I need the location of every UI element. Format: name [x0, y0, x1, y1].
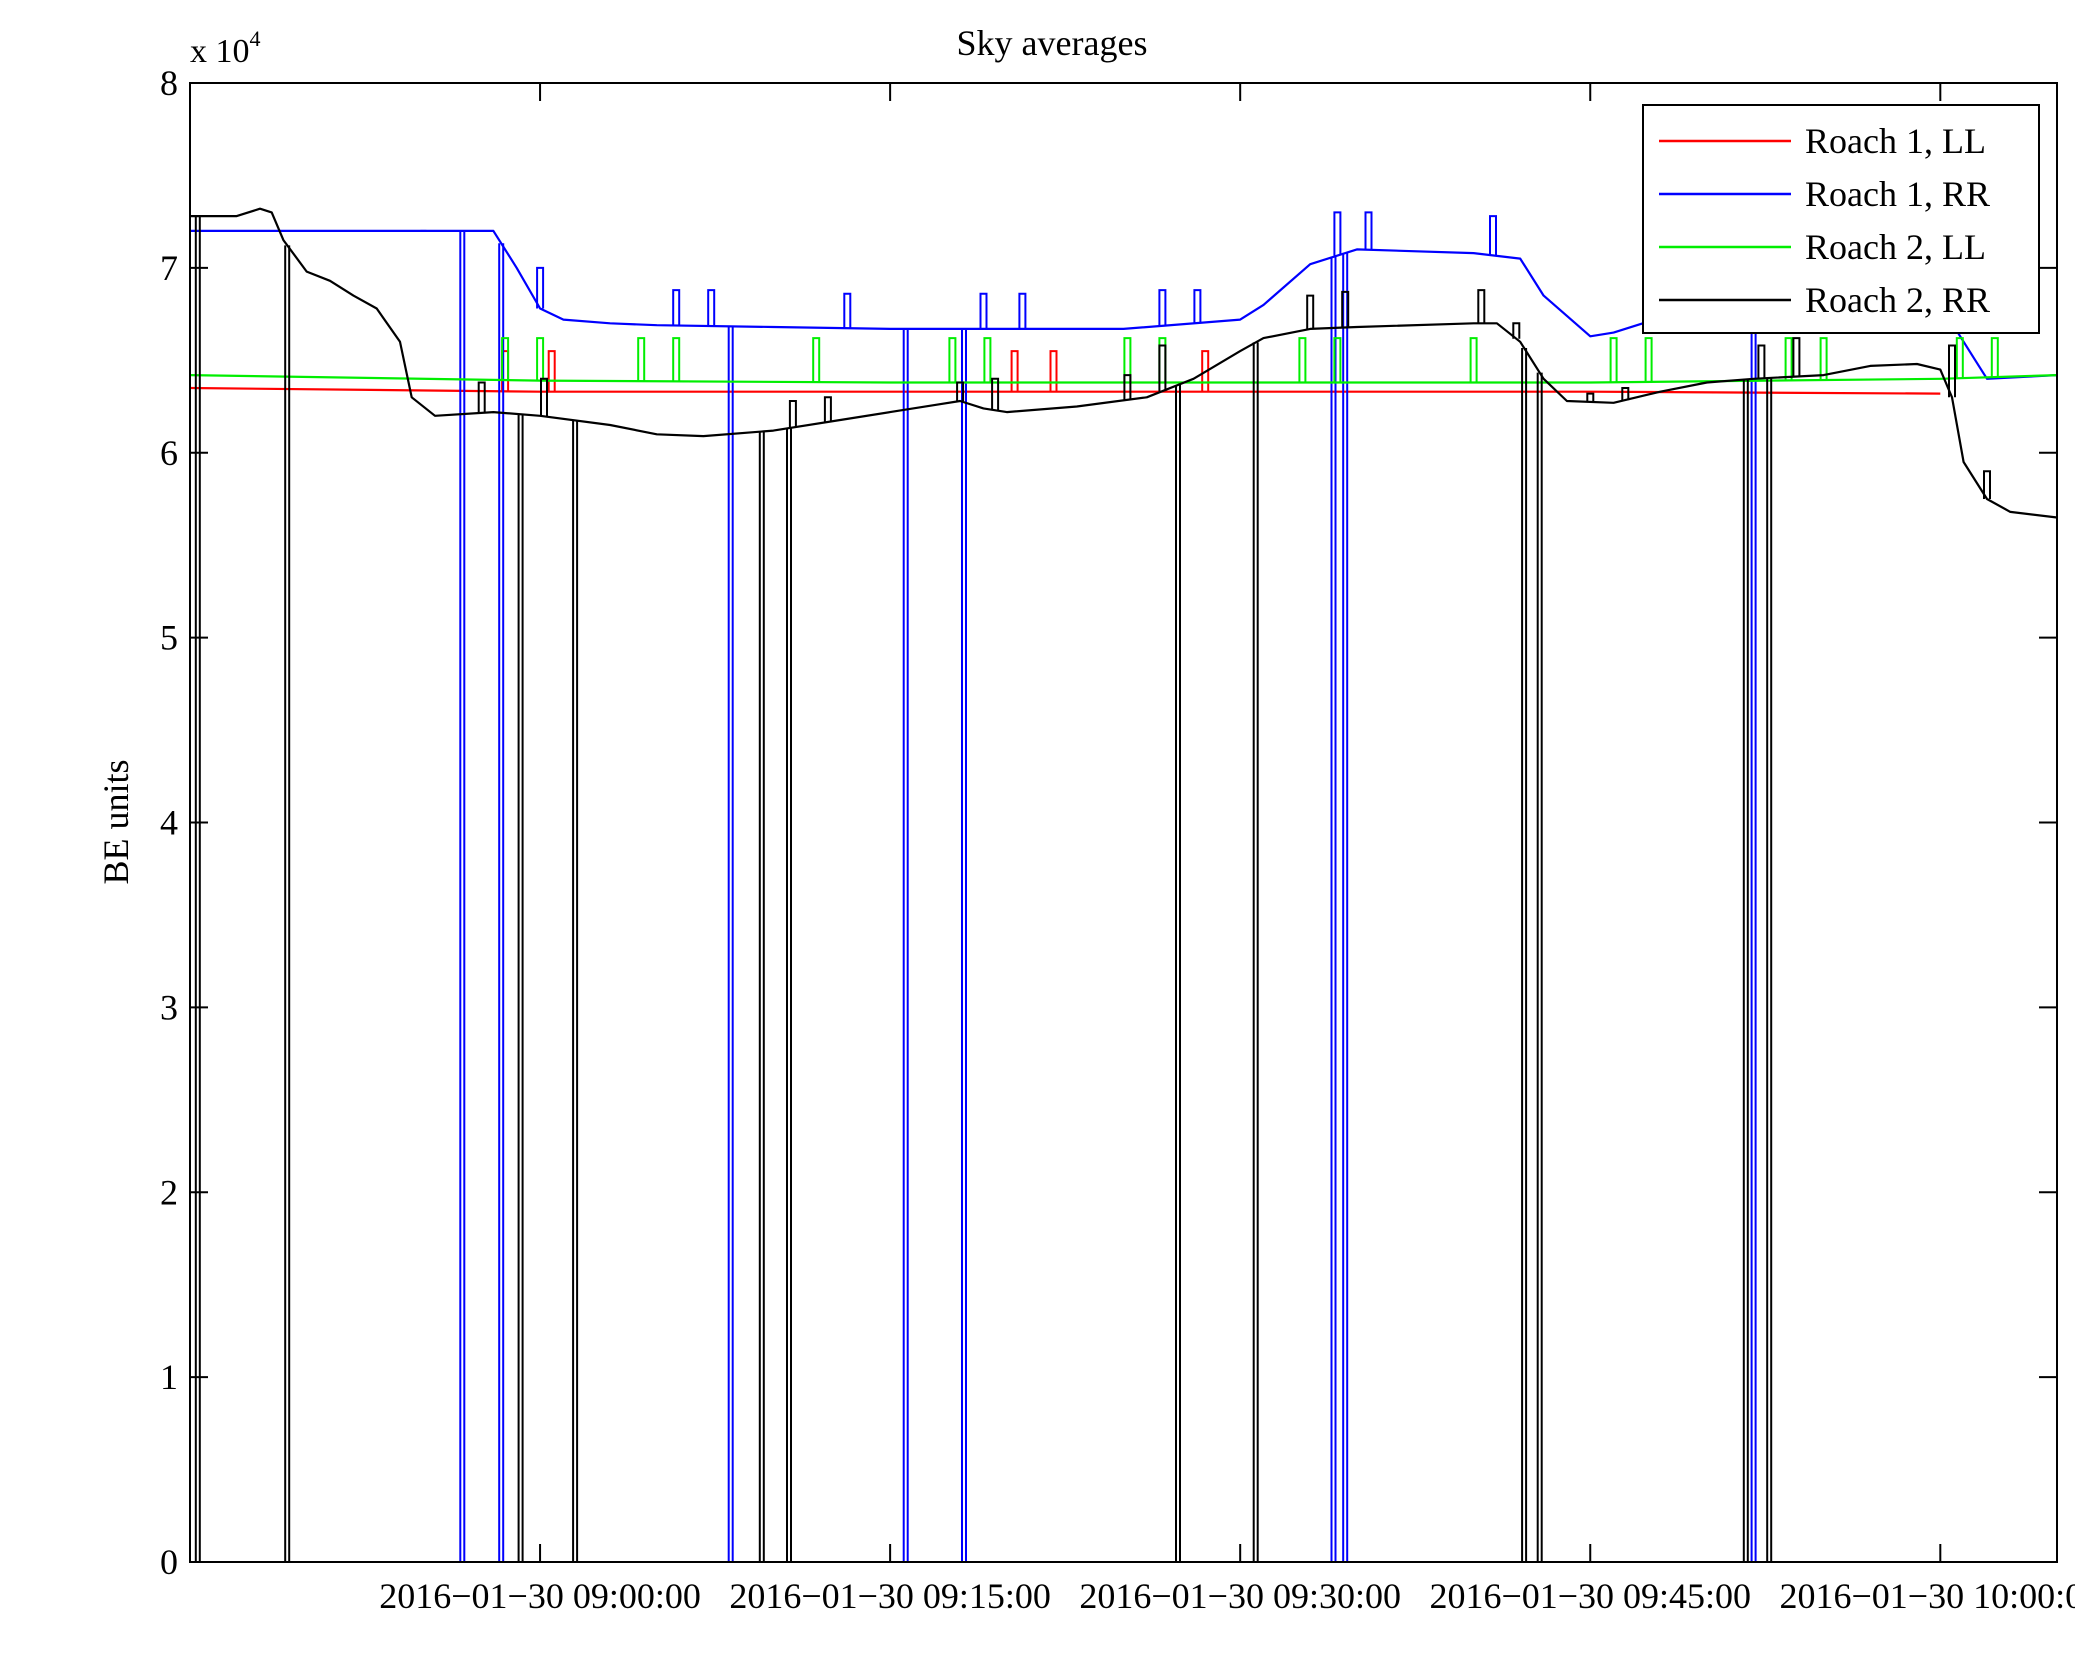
legend-label-roach-2-ll: Roach 2, LL [1805, 227, 1986, 267]
series-spike-roach-2-rr [1586, 392, 1595, 402]
series-spike-roach-1-ll [1201, 350, 1210, 392]
series-spike-roach-2-ll [1990, 337, 1999, 378]
series-spike-roach-2-ll [1123, 337, 1132, 383]
legend-label-roach-1-ll: Roach 1, LL [1805, 121, 1986, 161]
x-tick-label: 2016−01−30 09:15:00 [729, 1576, 1051, 1616]
series-spike-roach-2-rr [477, 381, 486, 413]
series-spike-roach-2-rr [1123, 374, 1132, 400]
y-tick-label: 1 [160, 1357, 178, 1397]
series-spike-roach-2-rr [540, 377, 548, 417]
legend-label-roach-1-rr: Roach 1, RR [1805, 174, 1990, 214]
x-tick-label: 2016−01−30 09:45:00 [1429, 1576, 1751, 1616]
series-spike-roach-1-rr [1193, 289, 1202, 323]
axes-layer: 0 1 2 3 4 5 6 7 8 2016−01−30 09:00:00 2016−01−30 0… [160, 63, 2075, 1616]
series-spike-roach-2-rr [1948, 344, 1956, 398]
series-spike-roach-1-rr [707, 289, 716, 326]
series-line-roach-2-rr [190, 207, 2058, 519]
series-spike-roach-1-rr [672, 289, 681, 326]
series-roach-1-ll [189, 350, 1941, 395]
series-spike-roach-1-rr [1489, 215, 1497, 256]
series-spike-roach-1-rr [843, 292, 852, 329]
series-spike-roach-2-ll [637, 337, 646, 382]
y-axis-multiplier-exponent: 4 [250, 26, 261, 51]
series-spike-roach-2-rr [1512, 322, 1521, 339]
x-tick-label: 2016−01−30 09:00:00 [379, 1576, 701, 1616]
y-tick-label: 2 [160, 1172, 178, 1212]
series-spike-roach-1-ll [547, 350, 556, 392]
chart-title: Sky averages [957, 23, 1148, 63]
series-spike-roach-1-rr [1333, 211, 1342, 256]
series-spike-roach-2-ll [983, 337, 992, 383]
series-spike-roach-2-rr [1341, 290, 1350, 328]
series-spike-roach-2-rr [956, 381, 965, 401]
series-spike-roach-2-ll [1333, 337, 1342, 383]
legend: Roach 1, LL Roach 1, RR Roach 2, LL Roach 2… [1642, 104, 2040, 334]
series-spike-roach-2-rr [1158, 344, 1167, 392]
series-spike-roach-2-ll [1609, 337, 1618, 383]
series-spike-roach-1-ll [1010, 350, 1019, 392]
series-spike-roach-1-ll [1049, 350, 1058, 392]
series-spike-roach-2-ll [812, 337, 821, 383]
series-spike-roach-2-ll [672, 337, 681, 382]
series-spike-roach-1-rr [1018, 292, 1027, 329]
y-tick-label: 7 [160, 248, 178, 288]
y-axis-multiplier: x 104 [190, 26, 261, 70]
series-spike-roach-2-ll [1469, 337, 1478, 383]
legend-box [1642, 104, 2040, 334]
y-axis-label: BE units [96, 759, 136, 884]
series-spike-roach-1-rr [979, 292, 988, 329]
series-spike-roach-2-rr [823, 396, 832, 422]
y-tick-label: 3 [160, 987, 178, 1027]
x-tick-label: 2016−01−30 09:30:00 [1079, 1576, 1401, 1616]
series-spike-roach-1-rr [1364, 211, 1373, 250]
y-tick-label: 6 [160, 433, 178, 473]
y-tick-label: 8 [160, 63, 178, 103]
series-spike-roach-2-rr [1621, 387, 1630, 401]
series-spike-roach-1-rr [536, 266, 545, 309]
y-tick-label: 4 [160, 803, 178, 843]
series-spike-roach-2-rr [1306, 294, 1315, 329]
series-spike-roach-2-ll [1298, 337, 1307, 383]
series-spike-roach-2-ll [501, 337, 510, 381]
series-spike-roach-2-ll [536, 337, 545, 381]
series-spike-roach-2-rr [1792, 337, 1801, 377]
series-spike-roach-2-rr [1757, 344, 1766, 379]
series-spike-roach-2-rr [991, 377, 1000, 411]
x-tick-label: 2016−01−30 10:00:00 [1780, 1576, 2075, 1616]
series-spike-roach-1-rr [1158, 289, 1167, 326]
series-spike-roach-2-ll [1955, 337, 1964, 379]
series-spike-roach-2-rr [1477, 289, 1486, 324]
y-tick-label: 0 [160, 1542, 178, 1582]
series-spike-roach-2-ll [948, 337, 957, 383]
series-spike-roach-2-rr [788, 400, 797, 428]
series-spike-roach-2-rr [1983, 470, 1991, 499]
series-spike-roach-2-ll [1819, 337, 1828, 380]
y-axis-multiplier-base: x 10 [190, 33, 250, 70]
series-spike-roach-2-ll [1784, 337, 1793, 381]
series-spike-roach-2-ll [1644, 337, 1653, 382]
series-line-roach-1-ll [189, 386, 1941, 395]
legend-label-roach-2-rr: Roach 2, RR [1805, 280, 1990, 320]
y-tick-label: 5 [160, 618, 178, 658]
